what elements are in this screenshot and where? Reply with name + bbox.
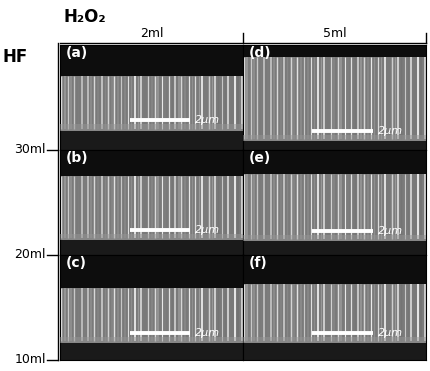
Bar bbox=[60, 337, 243, 343]
Text: 2μm: 2μm bbox=[378, 328, 403, 338]
Text: 2μm: 2μm bbox=[195, 328, 221, 338]
Bar bbox=[243, 255, 426, 284]
Bar bbox=[60, 124, 243, 131]
Text: 2μm: 2μm bbox=[195, 224, 221, 234]
Bar bbox=[60, 288, 243, 343]
Bar bbox=[243, 235, 426, 241]
Text: (e): (e) bbox=[249, 151, 270, 165]
Text: (c): (c) bbox=[66, 256, 87, 270]
Text: (d): (d) bbox=[249, 46, 271, 60]
Bar bbox=[60, 255, 243, 288]
Bar bbox=[243, 150, 426, 174]
Text: 5ml: 5ml bbox=[322, 27, 346, 40]
Text: 2ml: 2ml bbox=[140, 27, 163, 40]
Bar bbox=[243, 135, 426, 141]
Bar bbox=[243, 343, 426, 360]
Bar bbox=[243, 45, 426, 57]
Bar bbox=[60, 45, 243, 76]
Bar bbox=[243, 174, 426, 241]
Bar bbox=[60, 131, 243, 150]
Bar bbox=[243, 241, 426, 255]
Text: 2μm: 2μm bbox=[195, 115, 221, 125]
Text: 2μm: 2μm bbox=[378, 226, 403, 236]
Text: 10ml: 10ml bbox=[15, 353, 46, 367]
Bar bbox=[60, 343, 243, 360]
Text: HF: HF bbox=[2, 48, 28, 66]
Bar bbox=[60, 150, 243, 176]
Bar bbox=[243, 57, 426, 141]
Bar bbox=[60, 176, 243, 240]
Bar bbox=[243, 284, 426, 343]
Text: 30ml: 30ml bbox=[15, 143, 46, 156]
Text: H₂O₂: H₂O₂ bbox=[64, 8, 107, 26]
Text: (b): (b) bbox=[66, 151, 88, 165]
Text: (f): (f) bbox=[249, 256, 267, 270]
Text: (a): (a) bbox=[66, 46, 88, 60]
Bar bbox=[60, 76, 243, 131]
Bar bbox=[243, 141, 426, 150]
Bar bbox=[60, 234, 243, 240]
Text: 2μm: 2μm bbox=[378, 126, 403, 136]
Bar bbox=[243, 337, 426, 343]
Bar bbox=[60, 240, 243, 255]
Text: 20ml: 20ml bbox=[15, 248, 46, 261]
